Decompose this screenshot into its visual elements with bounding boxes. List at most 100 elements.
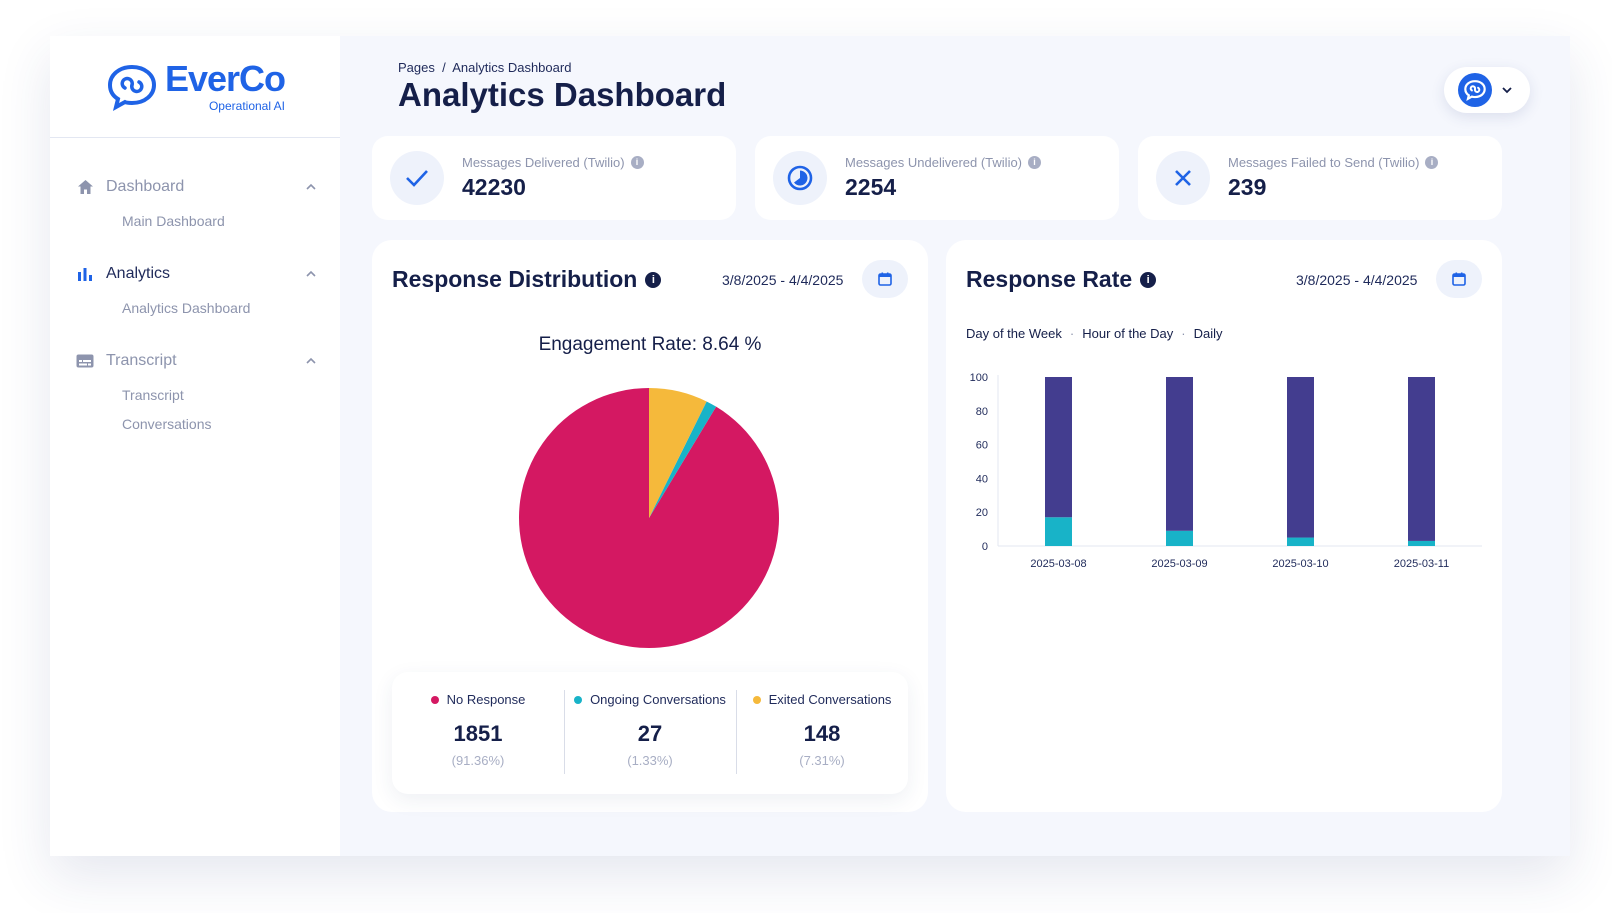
info-icon[interactable]: i (1140, 271, 1157, 288)
info-icon[interactable]: i (1425, 156, 1439, 169)
sidebar-item-analytics-dashboard[interactable]: Analytics Dashboard (122, 300, 251, 316)
bar-segment[interactable] (1287, 537, 1314, 546)
logo-name: EverCo (164, 57, 286, 99)
stat-card-delivered: Messages Delivered (Twilio) i 42230 (372, 136, 736, 220)
logo-subtitle: Operational AI (208, 98, 286, 113)
y-tick-label: 40 (976, 473, 988, 485)
calendar-icon (878, 272, 892, 286)
y-tick-label: 20 (976, 507, 988, 519)
tab-hour-of-day[interactable]: Hour of the Day (1082, 326, 1174, 341)
x-tick-label: 2025-03-11 (1394, 558, 1449, 570)
bar-segment[interactable] (1408, 540, 1435, 546)
tab-day-of-week[interactable]: Day of the Week (966, 326, 1062, 341)
stat-value: 239 (1228, 174, 1267, 200)
info-icon[interactable]: i (645, 271, 662, 288)
bar-segment[interactable] (1166, 377, 1193, 531)
legend-item: No Response 1851 (91.36%) (392, 672, 564, 794)
info-icon[interactable]: i (1028, 156, 1042, 169)
legend-item: Ongoing Conversations 27 (1.33%) (564, 672, 736, 794)
distribution-legend: No Response 1851 (91.36%) Ongoing Conver… (392, 672, 908, 794)
nav-group-dashboard: Dashboard Main Dashboard (50, 174, 340, 239)
legend-dot (430, 695, 439, 704)
x-tick-label: 2025-03-10 (1272, 558, 1328, 570)
nav-head-analytics[interactable]: Analytics (50, 261, 340, 287)
sidebar-item-conversations[interactable]: Conversations (122, 416, 212, 432)
bar-segment[interactable] (1045, 377, 1072, 518)
pie-icon (773, 151, 827, 205)
app-frame: EverCo Operational AI Dashboard Main Das… (50, 36, 1570, 856)
bar-segment[interactable] (1408, 377, 1435, 541)
legend-value: 148 (803, 721, 841, 746)
response-distribution-card: Response Distribution i 3/8/2025 - 4/4/20… (372, 240, 928, 812)
stat-card-undelivered: Messages Undelivered (Twilio) i 2254 (755, 136, 1119, 220)
nav-group-analytics: Analytics Analytics Dashboard (50, 261, 340, 326)
date-range: 3/8/2025 - 4/4/2025 (722, 272, 844, 288)
x-tick-label: 2025-03-09 (1151, 558, 1207, 570)
stat-value: 42230 (462, 174, 526, 200)
calendar-button[interactable] (1436, 260, 1482, 298)
bar-chart-icon (76, 265, 94, 283)
stat-label: Messages Undelivered (Twilio) (845, 155, 1023, 170)
tab-daily[interactable]: Daily (1193, 326, 1223, 341)
chevron-up-icon[interactable] (304, 267, 318, 281)
calendar-icon (1452, 272, 1466, 286)
engagement-rate: Engagement Rate: 8.64 % (538, 334, 762, 355)
sidebar: EverCo Operational AI Dashboard Main Das… (50, 36, 340, 856)
legend-item: Exited Conversations 148 (7.31%) (736, 672, 908, 794)
nav-label-analytics: Analytics (106, 265, 171, 282)
calendar-button[interactable] (862, 260, 908, 298)
legend-dot (574, 695, 583, 704)
nav-head-dashboard[interactable]: Dashboard (50, 174, 340, 200)
sidebar-nav: Dashboard Main Dashboard Analytics Analy… (50, 138, 340, 442)
nav-group-transcript: Transcript Transcript Conversations (50, 348, 340, 442)
legend-dot (752, 695, 761, 704)
legend-label: Ongoing Conversations (590, 692, 726, 707)
granularity-tabs: Day of the Week · Hour of the Day · Dail… (966, 326, 1223, 341)
logo-icon (1464, 80, 1486, 101)
legend-value: 1851 (453, 721, 503, 746)
chevron-down-icon (1502, 87, 1512, 94)
bar-segment[interactable] (1166, 530, 1193, 546)
breadcrumb: Pages / Analytics Dashboard (398, 60, 572, 75)
tab-separator: · (1181, 326, 1186, 341)
logo[interactable]: EverCo Operational AI (50, 36, 340, 138)
legend-percent: (1.33%) (627, 753, 673, 768)
user-menu-button[interactable] (1444, 67, 1530, 113)
avatar (1458, 73, 1492, 107)
y-tick-label: 60 (976, 440, 988, 452)
page-title: Analytics Dashboard (398, 76, 727, 113)
date-range: 3/8/2025 - 4/4/2025 (1296, 272, 1418, 288)
y-tick-label: 100 (970, 372, 988, 384)
card-title: Response Distribution (392, 266, 638, 292)
chevron-up-icon[interactable] (304, 354, 318, 368)
legend-label: Exited Conversations (768, 692, 892, 707)
sidebar-item-main-dashboard[interactable]: Main Dashboard (122, 213, 225, 229)
legend-percent: (91.36%) (451, 753, 505, 768)
main-content: Pages / Analytics Dashboard Analytics Da… (340, 36, 1570, 856)
stat-label: Messages Failed to Send (Twilio) (1228, 155, 1420, 170)
sidebar-item-transcript[interactable]: Transcript (122, 387, 184, 403)
legend-label: No Response (446, 692, 526, 707)
legend-percent: (7.31%) (799, 753, 845, 768)
stat-value: 2254 (845, 174, 897, 200)
info-icon[interactable]: i (630, 156, 644, 169)
nav-label-transcript: Transcript (106, 352, 177, 369)
tab-separator: · (1069, 326, 1075, 341)
nav-head-transcript[interactable]: Transcript (50, 348, 340, 374)
legend-value: 27 (637, 721, 663, 746)
logo-icon (107, 64, 156, 111)
home-icon (76, 178, 94, 196)
bar-segment[interactable] (1045, 517, 1072, 546)
y-tick-label: 0 (982, 541, 988, 553)
close-icon (1156, 151, 1210, 205)
card-title: Response Rate (966, 266, 1133, 292)
nav-label-dashboard: Dashboard (106, 178, 185, 195)
bar-chart: 0 20 40 60 80 100 2025-03-08 2025-03-09 2025-03-… (970, 372, 1482, 570)
bar-segment[interactable] (1287, 377, 1314, 538)
pie-slice-exited-conversations[interactable] (649, 388, 707, 518)
pie-slice-ongoing-conversations[interactable] (649, 401, 717, 518)
y-tick-label: 80 (976, 406, 988, 418)
response-rate-card: Response Rate i 3/8/2025 - 4/4/2025 Day o… (946, 240, 1502, 812)
chevron-up-icon[interactable] (304, 180, 318, 194)
check-icon (390, 151, 444, 205)
